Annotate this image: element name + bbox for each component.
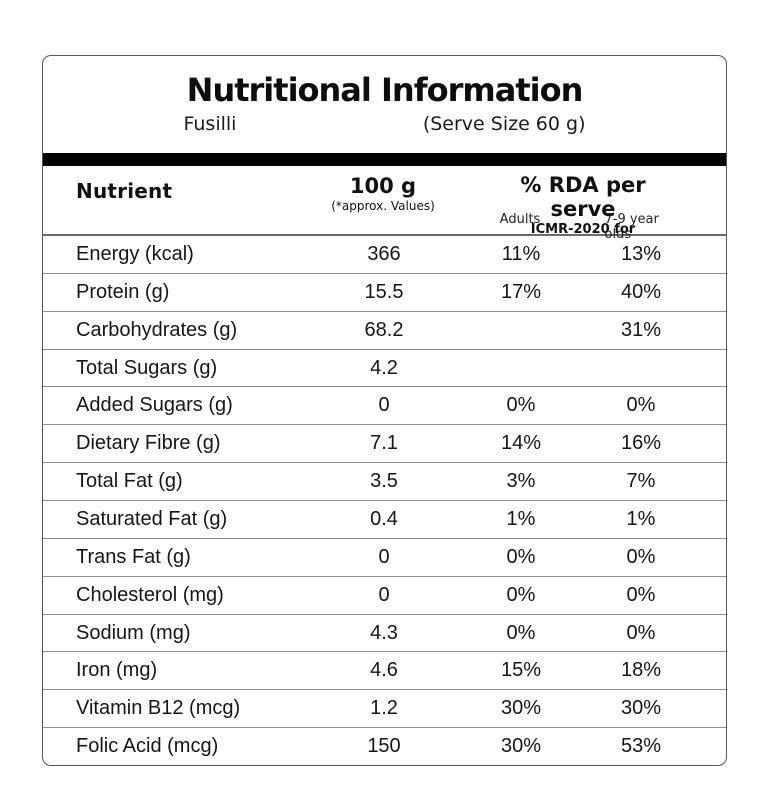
- value-100g: 0: [378, 545, 390, 568]
- value-children: 16%: [620, 432, 662, 455]
- nutrient-name: Trans Fat (g): [76, 545, 191, 568]
- value-adults: 14%: [500, 432, 542, 455]
- value-adults: 3%: [506, 470, 536, 493]
- nutrient-name: Saturated Fat (g): [76, 507, 228, 530]
- title-block: Nutritional Information Fusilli (Serve S…: [43, 56, 726, 153]
- column-header: Nutrient 100 g (*approx. Values) % RDA p…: [43, 166, 726, 242]
- table-row: Saturated Fat (g) 0.4 1% 1%: [43, 500, 726, 538]
- column-header-rda-label: % RDA per serve: [520, 173, 646, 221]
- nutrient-table-body: Energy (kcal) 366 11% 13% Protein (g) 15…: [43, 236, 726, 765]
- table-row: Cholesterol (mg) 0 0% 0%: [43, 575, 726, 614]
- value-children: 1%: [626, 507, 656, 530]
- product-name: Fusilli: [183, 112, 237, 135]
- value-100g: 7.1: [370, 432, 398, 455]
- value-100g: 0: [378, 583, 390, 606]
- value-100g: 4.6: [370, 659, 398, 682]
- nutrient-name: Added Sugars (g): [76, 394, 233, 417]
- subtitle-row: Fusilli (Serve Size 60 g): [184, 113, 586, 135]
- nutrient-name: Sodium (mg): [76, 621, 191, 644]
- column-header-rda: % RDA per serve ICMR-2020 for: [512, 173, 655, 237]
- value-children: 18%: [620, 659, 662, 682]
- nutrient-name: Iron (mg): [76, 659, 158, 682]
- column-header-children: 7-9 year olds: [604, 212, 659, 242]
- value-children: 13%: [620, 242, 662, 265]
- value-adults: 0%: [506, 394, 536, 417]
- table-row: Total Fat (g) 3.5 3% 7%: [43, 462, 726, 500]
- value-children: 7%: [626, 470, 656, 493]
- value-100g: 0.4: [370, 507, 398, 530]
- nutrient-name: Total Sugars (g): [76, 356, 218, 379]
- nutrient-name: Carbohydrates (g): [76, 318, 238, 341]
- nutrition-panel: Nutritional Information Fusilli (Serve S…: [42, 55, 727, 766]
- table-row: Energy (kcal) 366 11% 13%: [43, 236, 726, 273]
- table-row: Iron (mg) 4.6 15% 18%: [43, 651, 726, 689]
- column-header-100g: 100 g (*approx. Values): [331, 174, 435, 213]
- column-header-100g-label: 100 g: [349, 174, 417, 198]
- value-100g: 4.2: [370, 356, 398, 379]
- value-100g: 4.3: [370, 621, 398, 644]
- value-adults: 30%: [500, 697, 542, 720]
- table-row: Added Sugars (g) 0 0% 0%: [43, 386, 726, 424]
- serve-size: (Serve Size 60 g): [422, 112, 586, 135]
- table-row: Dietary Fibre (g) 7.1 14% 16%: [43, 424, 726, 462]
- value-children: 31%: [620, 318, 662, 341]
- value-children: 30%: [620, 697, 662, 720]
- value-children: 0%: [626, 545, 656, 568]
- value-children: 53%: [620, 735, 662, 758]
- value-100g: 3.5: [370, 470, 398, 493]
- value-adults: 1%: [506, 507, 536, 530]
- table-row: Protein (g) 15.5 17% 40%: [43, 272, 726, 311]
- column-header-adults: Adults: [499, 212, 541, 227]
- table-row: Folic Acid (mcg) 150 30% 53%: [43, 727, 726, 765]
- nutrient-name: Vitamin B12 (mcg): [76, 697, 241, 720]
- nutrient-name: Cholesterol (mg): [76, 583, 224, 606]
- value-100g: 68.2: [364, 318, 404, 341]
- value-children: 0%: [626, 621, 656, 644]
- value-100g: 1.2: [370, 697, 398, 720]
- nutrient-name: Protein (g): [76, 280, 170, 303]
- divider-bar: [43, 153, 726, 166]
- column-header-rda-note: ICMR-2020 for: [530, 222, 636, 237]
- column-header-100g-note: (*approx. Values): [331, 199, 435, 213]
- nutrient-name: Energy (kcal): [76, 242, 194, 265]
- nutrient-name: Dietary Fibre (g): [76, 432, 221, 455]
- value-adults: 11%: [501, 242, 541, 265]
- value-adults: 30%: [500, 735, 542, 758]
- table-row: Trans Fat (g) 0 0% 0%: [43, 537, 726, 576]
- value-adults: 0%: [506, 545, 536, 568]
- table-row: Carbohydrates (g) 68.2 31%: [43, 310, 726, 349]
- table-row: Total Sugars (g) 4.2: [43, 348, 726, 387]
- nutrient-name: Total Fat (g): [76, 470, 183, 493]
- value-100g: 15.5: [364, 280, 404, 303]
- value-adults: 17%: [500, 280, 542, 303]
- column-header-nutrient: Nutrient: [76, 179, 173, 203]
- value-children: 40%: [620, 280, 662, 303]
- page-title: Nutritional Information: [186, 71, 584, 110]
- value-children: 0%: [626, 394, 656, 417]
- value-100g: 150: [367, 735, 401, 758]
- value-adults: 0%: [506, 583, 536, 606]
- value-children: 0%: [626, 583, 656, 606]
- value-adults: 0%: [506, 621, 536, 644]
- value-100g: 0: [378, 394, 390, 417]
- value-adults: 15%: [500, 659, 542, 682]
- value-100g: 366: [367, 242, 401, 265]
- table-row: Vitamin B12 (mcg) 1.2 30% 30%: [43, 689, 726, 727]
- nutrient-name: Folic Acid (mcg): [76, 735, 219, 758]
- table-row: Sodium (mg) 4.3 0% 0%: [43, 613, 726, 652]
